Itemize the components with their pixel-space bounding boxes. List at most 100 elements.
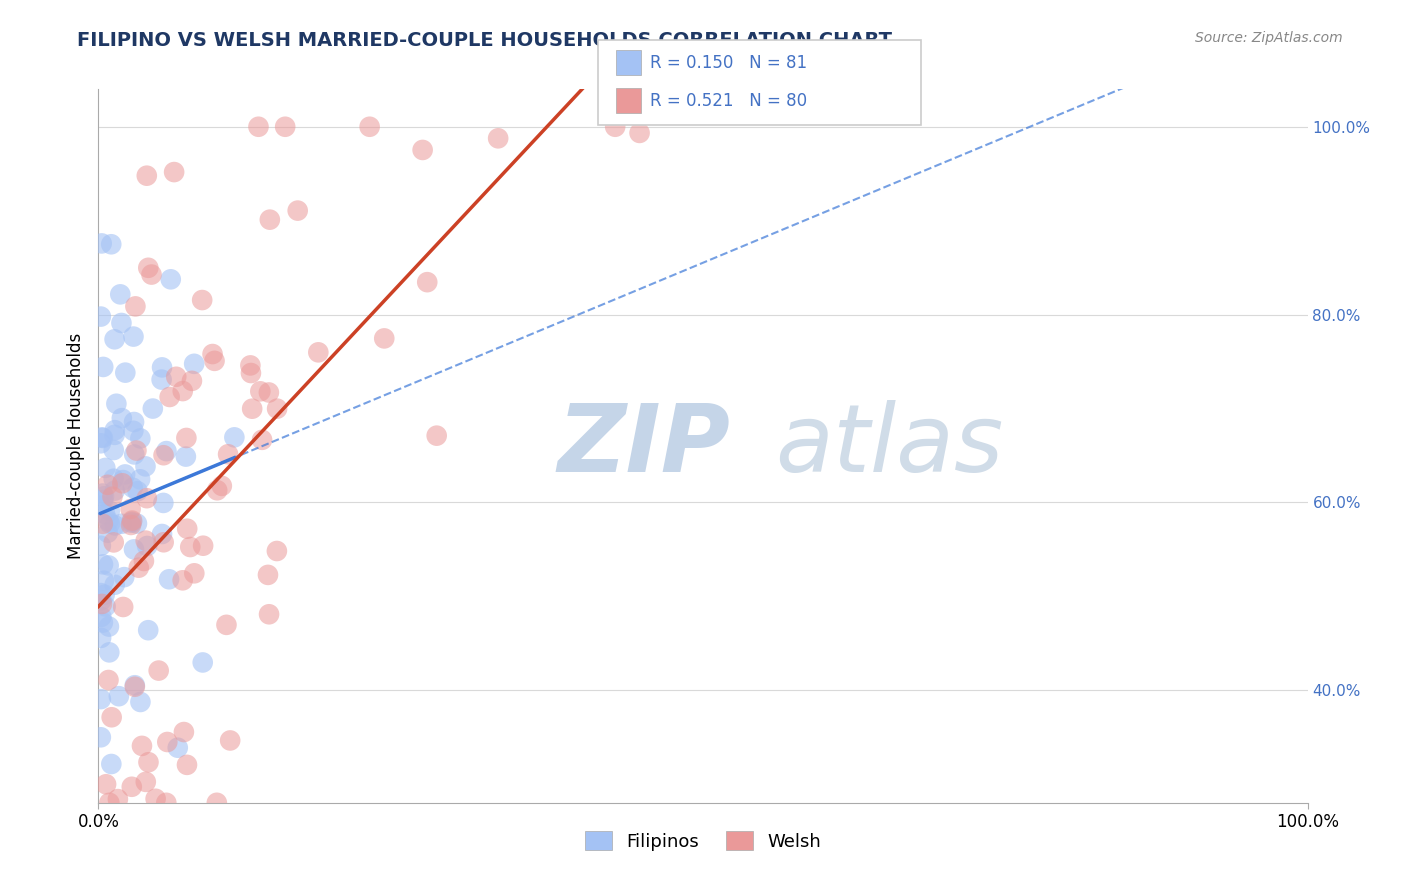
Point bbox=[136, 260, 159, 275]
Point bbox=[100, 237, 122, 252]
Point bbox=[101, 490, 124, 504]
Point bbox=[105, 397, 128, 411]
Point bbox=[247, 120, 270, 134]
Point bbox=[157, 572, 180, 586]
Point bbox=[152, 535, 174, 549]
Point bbox=[176, 757, 198, 772]
Point bbox=[373, 331, 395, 345]
Point bbox=[112, 570, 135, 584]
Point bbox=[90, 539, 112, 553]
Point bbox=[129, 695, 152, 709]
Point bbox=[110, 287, 132, 301]
Point bbox=[111, 516, 134, 531]
Point bbox=[266, 401, 288, 416]
Point bbox=[112, 599, 135, 614]
Point bbox=[159, 390, 181, 404]
Point bbox=[90, 593, 112, 607]
Point bbox=[191, 656, 214, 670]
Point bbox=[135, 169, 157, 183]
Point bbox=[93, 588, 115, 602]
Point bbox=[148, 664, 170, 678]
Y-axis label: Married-couple Households: Married-couple Households bbox=[66, 333, 84, 559]
Point bbox=[93, 574, 115, 588]
Point bbox=[103, 427, 125, 442]
Point bbox=[172, 574, 194, 588]
Point bbox=[152, 448, 174, 462]
Point bbox=[204, 354, 226, 368]
Point bbox=[211, 479, 233, 493]
Point bbox=[605, 120, 627, 134]
Point bbox=[91, 486, 114, 500]
Point bbox=[628, 126, 651, 140]
Point bbox=[156, 735, 179, 749]
Point bbox=[129, 472, 152, 486]
Point bbox=[135, 775, 157, 789]
Point bbox=[122, 415, 145, 429]
Point bbox=[121, 514, 143, 528]
Point bbox=[97, 619, 120, 633]
Point bbox=[104, 483, 127, 498]
Point bbox=[159, 272, 181, 286]
Point bbox=[224, 430, 246, 444]
Point bbox=[94, 777, 117, 791]
Point bbox=[150, 373, 173, 387]
Point bbox=[103, 535, 125, 549]
Point bbox=[104, 423, 127, 437]
Point bbox=[90, 430, 112, 444]
Point bbox=[257, 567, 280, 582]
Point bbox=[94, 507, 117, 521]
Point bbox=[412, 143, 434, 157]
Point bbox=[97, 478, 120, 492]
Point bbox=[120, 516, 142, 530]
Point bbox=[287, 203, 309, 218]
Point bbox=[128, 560, 150, 574]
Point bbox=[122, 329, 145, 343]
Point bbox=[91, 597, 114, 611]
Point bbox=[94, 599, 117, 614]
Point bbox=[176, 522, 198, 536]
Point bbox=[103, 332, 125, 346]
Point bbox=[205, 483, 228, 498]
Text: ZIP: ZIP bbox=[558, 400, 731, 492]
Point bbox=[122, 424, 145, 438]
Point bbox=[138, 756, 160, 770]
Point bbox=[90, 731, 112, 745]
Point bbox=[90, 236, 112, 251]
Point bbox=[90, 610, 112, 624]
Point bbox=[121, 515, 143, 529]
Point bbox=[91, 615, 114, 630]
Point bbox=[172, 384, 194, 398]
Point bbox=[94, 461, 117, 475]
Point bbox=[121, 780, 143, 794]
Text: FILIPINO VS WELSH MARRIED-COUPLE HOUSEHOLDS CORRELATION CHART: FILIPINO VS WELSH MARRIED-COUPLE HOUSEHO… bbox=[77, 31, 893, 50]
Point bbox=[166, 740, 188, 755]
Point bbox=[97, 514, 120, 528]
Point bbox=[100, 757, 122, 772]
Point bbox=[91, 431, 114, 445]
Point bbox=[91, 492, 114, 507]
Point bbox=[239, 359, 262, 373]
Point bbox=[91, 359, 114, 374]
Point bbox=[426, 428, 449, 442]
Point bbox=[191, 293, 214, 307]
Point bbox=[104, 518, 127, 533]
Point bbox=[107, 792, 129, 806]
Point bbox=[219, 733, 242, 747]
Point bbox=[266, 544, 288, 558]
Point bbox=[274, 120, 297, 134]
Text: R = 0.521   N = 80: R = 0.521 N = 80 bbox=[650, 92, 807, 110]
Point bbox=[134, 459, 156, 474]
Point bbox=[124, 299, 146, 313]
Point bbox=[111, 476, 134, 491]
Point bbox=[90, 436, 112, 450]
Point bbox=[90, 631, 112, 645]
Point bbox=[114, 366, 136, 380]
Point bbox=[250, 433, 273, 447]
Point bbox=[176, 431, 198, 445]
Point bbox=[120, 502, 142, 516]
Point bbox=[181, 374, 204, 388]
Point bbox=[91, 516, 114, 531]
Point bbox=[122, 447, 145, 461]
Point bbox=[259, 212, 281, 227]
Point bbox=[131, 739, 153, 753]
